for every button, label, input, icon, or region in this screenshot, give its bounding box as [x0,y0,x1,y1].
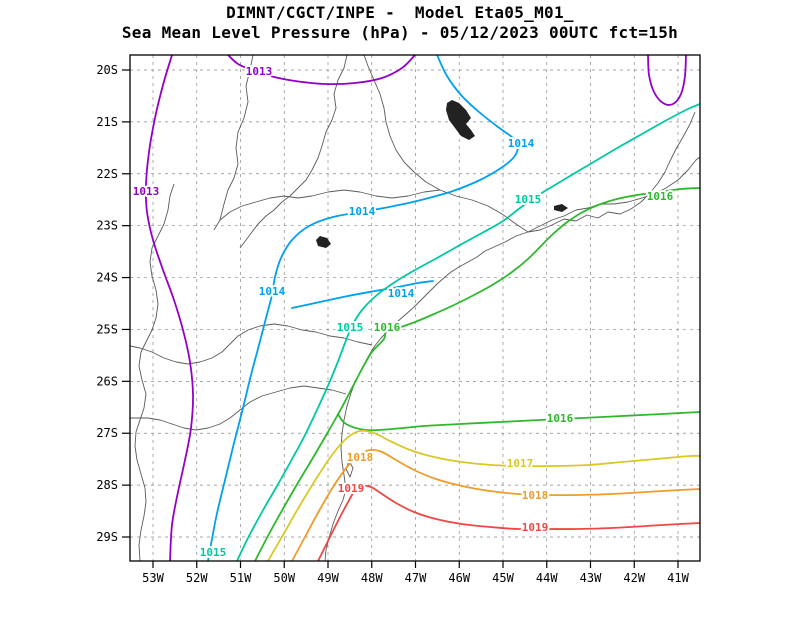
contour-label-1015: 1015 [515,193,542,206]
contour-line-1013 [227,55,416,86]
y-tick-label: 22S [96,167,118,181]
y-tick-label: 21S [96,115,118,129]
contour-label-layer: 1013 1013 1014 1014 1014 1014 1015 1015 1015 1016… [131,63,676,561]
y-tick-label: 29S [96,530,118,544]
y-tick-label: 23S [96,219,118,233]
contour-label-1014: 1014 [388,287,415,300]
state-boundary-line [363,55,529,233]
y-tick-label: 27S [96,426,118,440]
x-tick-label: 43W [580,571,602,585]
contour-line-1014 [207,55,519,561]
y-tick-label: 26S [96,374,118,388]
contour-label-1019: 1019 [522,521,549,534]
contour-line-1015 [236,103,700,561]
x-tick-label: 51W [230,571,252,585]
contour-label-1017: 1017 [507,457,534,470]
y-tick-label: 28S [96,478,118,492]
basemap-layer [130,55,700,561]
contour-line-1014 [291,280,434,309]
x-tick-label: 44W [536,571,558,585]
x-tick-label: 42W [623,571,645,585]
state-boundary-line [219,55,254,221]
contour-layer [144,55,700,561]
grid-layer [130,55,700,561]
x-tick-label: 52W [186,571,208,585]
contour-label-1015: 1015 [200,546,227,559]
chart-title-line1: DIMNT/CGCT/INPE - Model Eta05_M01_ [226,3,574,22]
contour-label-1019: 1019 [338,482,365,495]
lake-shape [446,100,475,140]
contour-line-1018 [291,448,700,561]
x-tick-label: 41W [667,571,689,585]
contour-line-1016 [254,187,700,561]
x-tick-label: 47W [405,571,427,585]
contour-line-1013 [647,55,687,106]
contour-line-1016 [337,411,700,432]
y-tick-label: 20S [96,63,118,77]
state-boundary-line [130,385,347,431]
contour-label-1015: 1015 [337,321,364,334]
contour-label-1014: 1014 [349,205,376,218]
chart-title-line2: Sea Mean Level Pressure (hPa) - 05/12/20… [121,23,679,42]
contour-label-1018: 1018 [522,489,549,502]
state-boundary-line [527,156,700,233]
x-tick-label: 46W [448,571,470,585]
x-tick-label: 53W [142,571,164,585]
contour-line-1013 [144,55,194,561]
contour-label-1014: 1014 [508,137,535,150]
state-boundary-line [130,323,373,365]
contour-label-1018: 1018 [347,451,374,464]
contour-label-1013: 1013 [246,65,273,78]
state-boundary-line [239,55,348,249]
lake-shape [316,236,331,248]
contour-line-1019 [317,484,700,561]
x-tick-label: 45W [492,571,514,585]
contour-label-1013: 1013 [133,185,160,198]
state-boundary-line [213,189,441,231]
x-tick-label: 50W [273,571,295,585]
contour-label-1016: 1016 [647,190,674,203]
lake-shape [554,204,568,212]
y-tick-label: 24S [96,271,118,285]
y-tick-label: 25S [96,322,118,336]
state-boundary-line [324,111,696,561]
x-tick-label: 49W [317,571,339,585]
contour-label-1014: 1014 [259,285,286,298]
contour-line-1017 [267,429,700,561]
contour-label-1016: 1016 [374,321,401,334]
x-tick-label: 48W [361,571,383,585]
contour-label-1016: 1016 [547,412,574,425]
state-boundary-line [134,183,175,561]
